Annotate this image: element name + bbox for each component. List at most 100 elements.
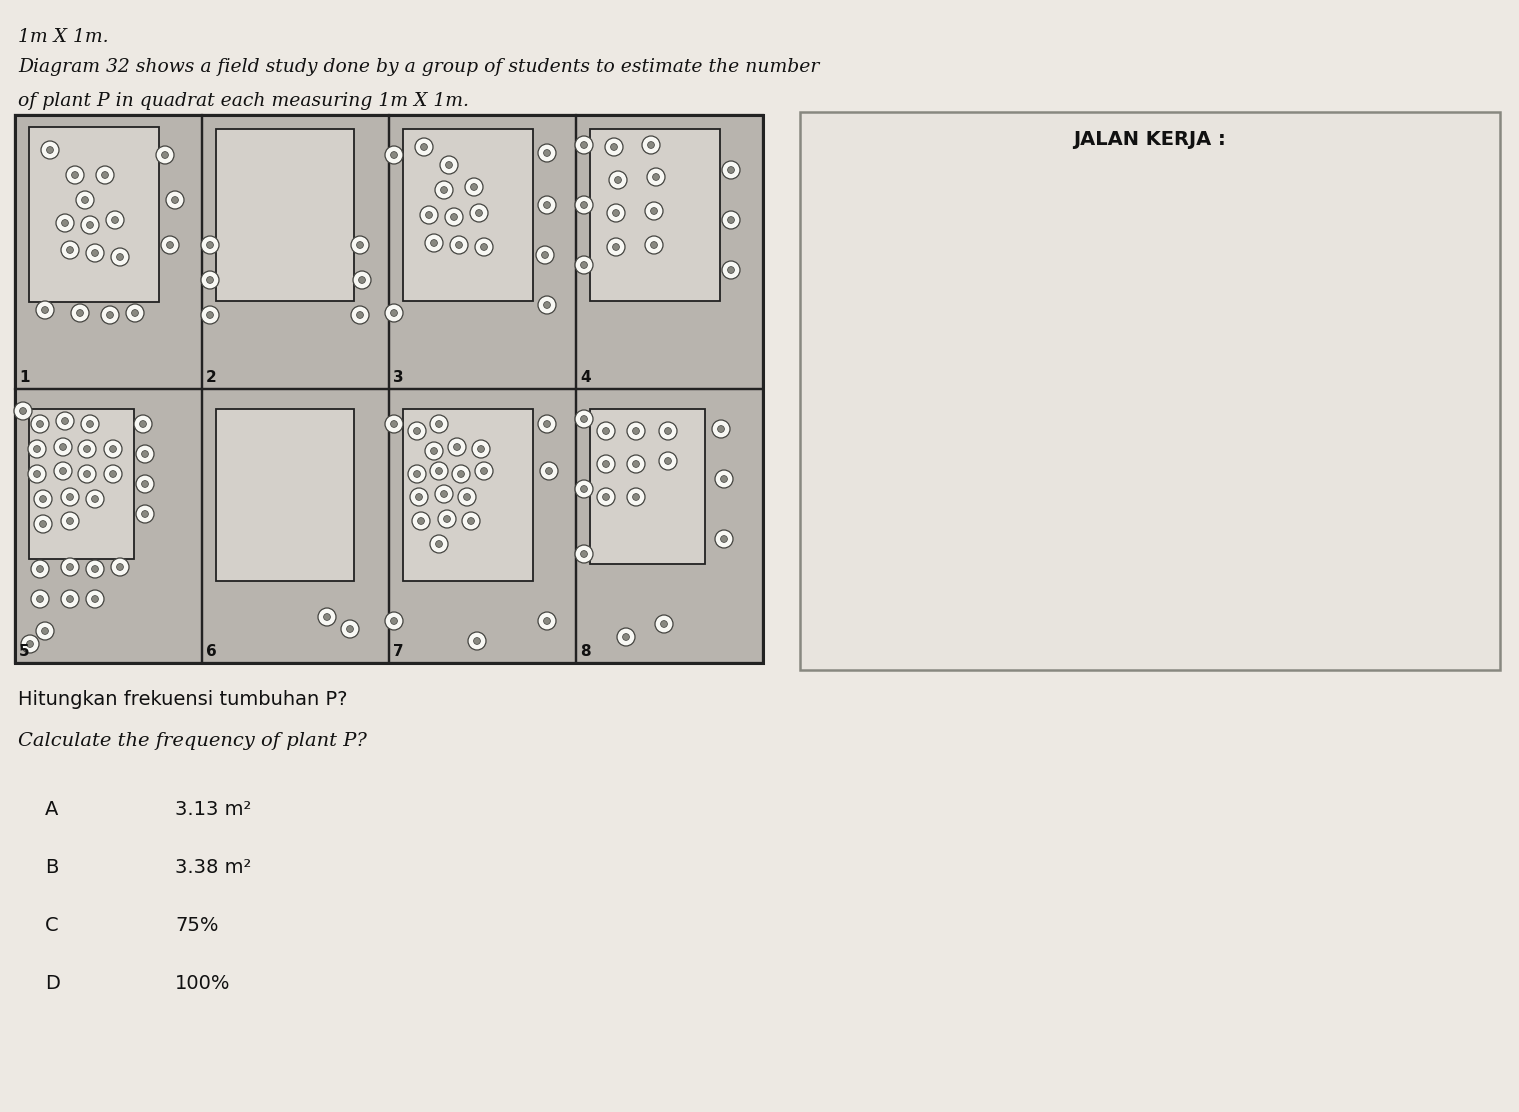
- Circle shape: [544, 301, 550, 308]
- Circle shape: [77, 440, 96, 458]
- Circle shape: [430, 461, 448, 480]
- Circle shape: [655, 615, 673, 633]
- Circle shape: [722, 161, 740, 179]
- Circle shape: [201, 236, 219, 254]
- Circle shape: [576, 196, 592, 214]
- Circle shape: [430, 447, 437, 455]
- Circle shape: [453, 465, 469, 483]
- Circle shape: [36, 301, 55, 319]
- Circle shape: [33, 490, 52, 508]
- Circle shape: [544, 150, 550, 157]
- Circle shape: [437, 510, 456, 528]
- Circle shape: [623, 634, 629, 641]
- Circle shape: [384, 304, 403, 322]
- Circle shape: [141, 450, 149, 457]
- Circle shape: [436, 420, 442, 427]
- Text: Hitungkan frekuensi tumbuhan P?: Hitungkan frekuensi tumbuhan P?: [18, 691, 348, 709]
- Circle shape: [715, 470, 734, 488]
- Circle shape: [472, 440, 491, 458]
- Bar: [801, 112, 1499, 671]
- Circle shape: [632, 428, 639, 435]
- Circle shape: [106, 211, 125, 229]
- Circle shape: [96, 166, 114, 183]
- Circle shape: [665, 428, 671, 435]
- Circle shape: [103, 440, 122, 458]
- Circle shape: [137, 475, 153, 493]
- Circle shape: [390, 617, 398, 625]
- Text: 8: 8: [580, 644, 591, 659]
- Text: 1m X 1m.: 1m X 1m.: [18, 28, 109, 46]
- Text: of plant P in quadrat each measuring 1m X 1m.: of plant P in quadrat each measuring 1m …: [18, 92, 469, 110]
- Bar: [202, 389, 389, 663]
- Bar: [202, 115, 389, 389]
- Text: A: A: [46, 800, 58, 820]
- Circle shape: [475, 461, 494, 480]
- Circle shape: [643, 136, 659, 153]
- Bar: [403, 129, 533, 301]
- Circle shape: [30, 560, 49, 578]
- Circle shape: [462, 512, 480, 530]
- Circle shape: [722, 211, 740, 229]
- Circle shape: [617, 628, 635, 646]
- Circle shape: [141, 510, 149, 517]
- Circle shape: [33, 515, 52, 533]
- Circle shape: [41, 307, 49, 314]
- Circle shape: [65, 166, 84, 183]
- Circle shape: [84, 446, 91, 453]
- Circle shape: [580, 201, 588, 208]
- Circle shape: [603, 428, 609, 435]
- Text: 7: 7: [393, 644, 404, 659]
- Circle shape: [448, 438, 466, 456]
- Circle shape: [14, 403, 32, 420]
- Circle shape: [41, 627, 49, 635]
- Circle shape: [82, 197, 88, 203]
- Circle shape: [728, 267, 734, 274]
- Circle shape: [608, 238, 624, 256]
- Circle shape: [55, 438, 71, 456]
- Circle shape: [659, 451, 677, 470]
- Circle shape: [538, 296, 556, 314]
- Circle shape: [117, 254, 123, 260]
- Circle shape: [539, 461, 557, 480]
- Circle shape: [544, 420, 550, 427]
- Circle shape: [456, 241, 462, 248]
- Circle shape: [384, 146, 403, 163]
- Circle shape: [36, 420, 44, 427]
- Circle shape: [47, 147, 53, 153]
- Circle shape: [413, 470, 421, 477]
- Circle shape: [87, 221, 94, 228]
- Circle shape: [20, 408, 26, 415]
- Circle shape: [480, 244, 488, 250]
- Circle shape: [605, 138, 623, 156]
- Circle shape: [474, 637, 480, 645]
- Circle shape: [576, 256, 592, 274]
- Circle shape: [430, 415, 448, 433]
- Circle shape: [77, 465, 96, 483]
- Bar: [576, 115, 763, 389]
- Circle shape: [436, 467, 442, 475]
- Circle shape: [111, 217, 118, 224]
- Circle shape: [425, 234, 444, 252]
- Circle shape: [646, 202, 662, 220]
- Circle shape: [415, 138, 433, 156]
- Circle shape: [418, 517, 424, 525]
- Circle shape: [352, 271, 371, 289]
- Circle shape: [603, 494, 609, 500]
- Text: 1: 1: [20, 370, 29, 385]
- Circle shape: [41, 141, 59, 159]
- Circle shape: [421, 143, 427, 150]
- Circle shape: [603, 460, 609, 467]
- Circle shape: [412, 512, 430, 530]
- Circle shape: [87, 420, 94, 427]
- Circle shape: [445, 161, 453, 168]
- Circle shape: [450, 236, 468, 254]
- Circle shape: [441, 490, 448, 497]
- Circle shape: [615, 177, 621, 183]
- Bar: [29, 127, 159, 302]
- Circle shape: [416, 494, 422, 500]
- Circle shape: [545, 467, 553, 475]
- Circle shape: [87, 244, 103, 262]
- Circle shape: [722, 261, 740, 279]
- Circle shape: [33, 470, 41, 477]
- Circle shape: [81, 415, 99, 433]
